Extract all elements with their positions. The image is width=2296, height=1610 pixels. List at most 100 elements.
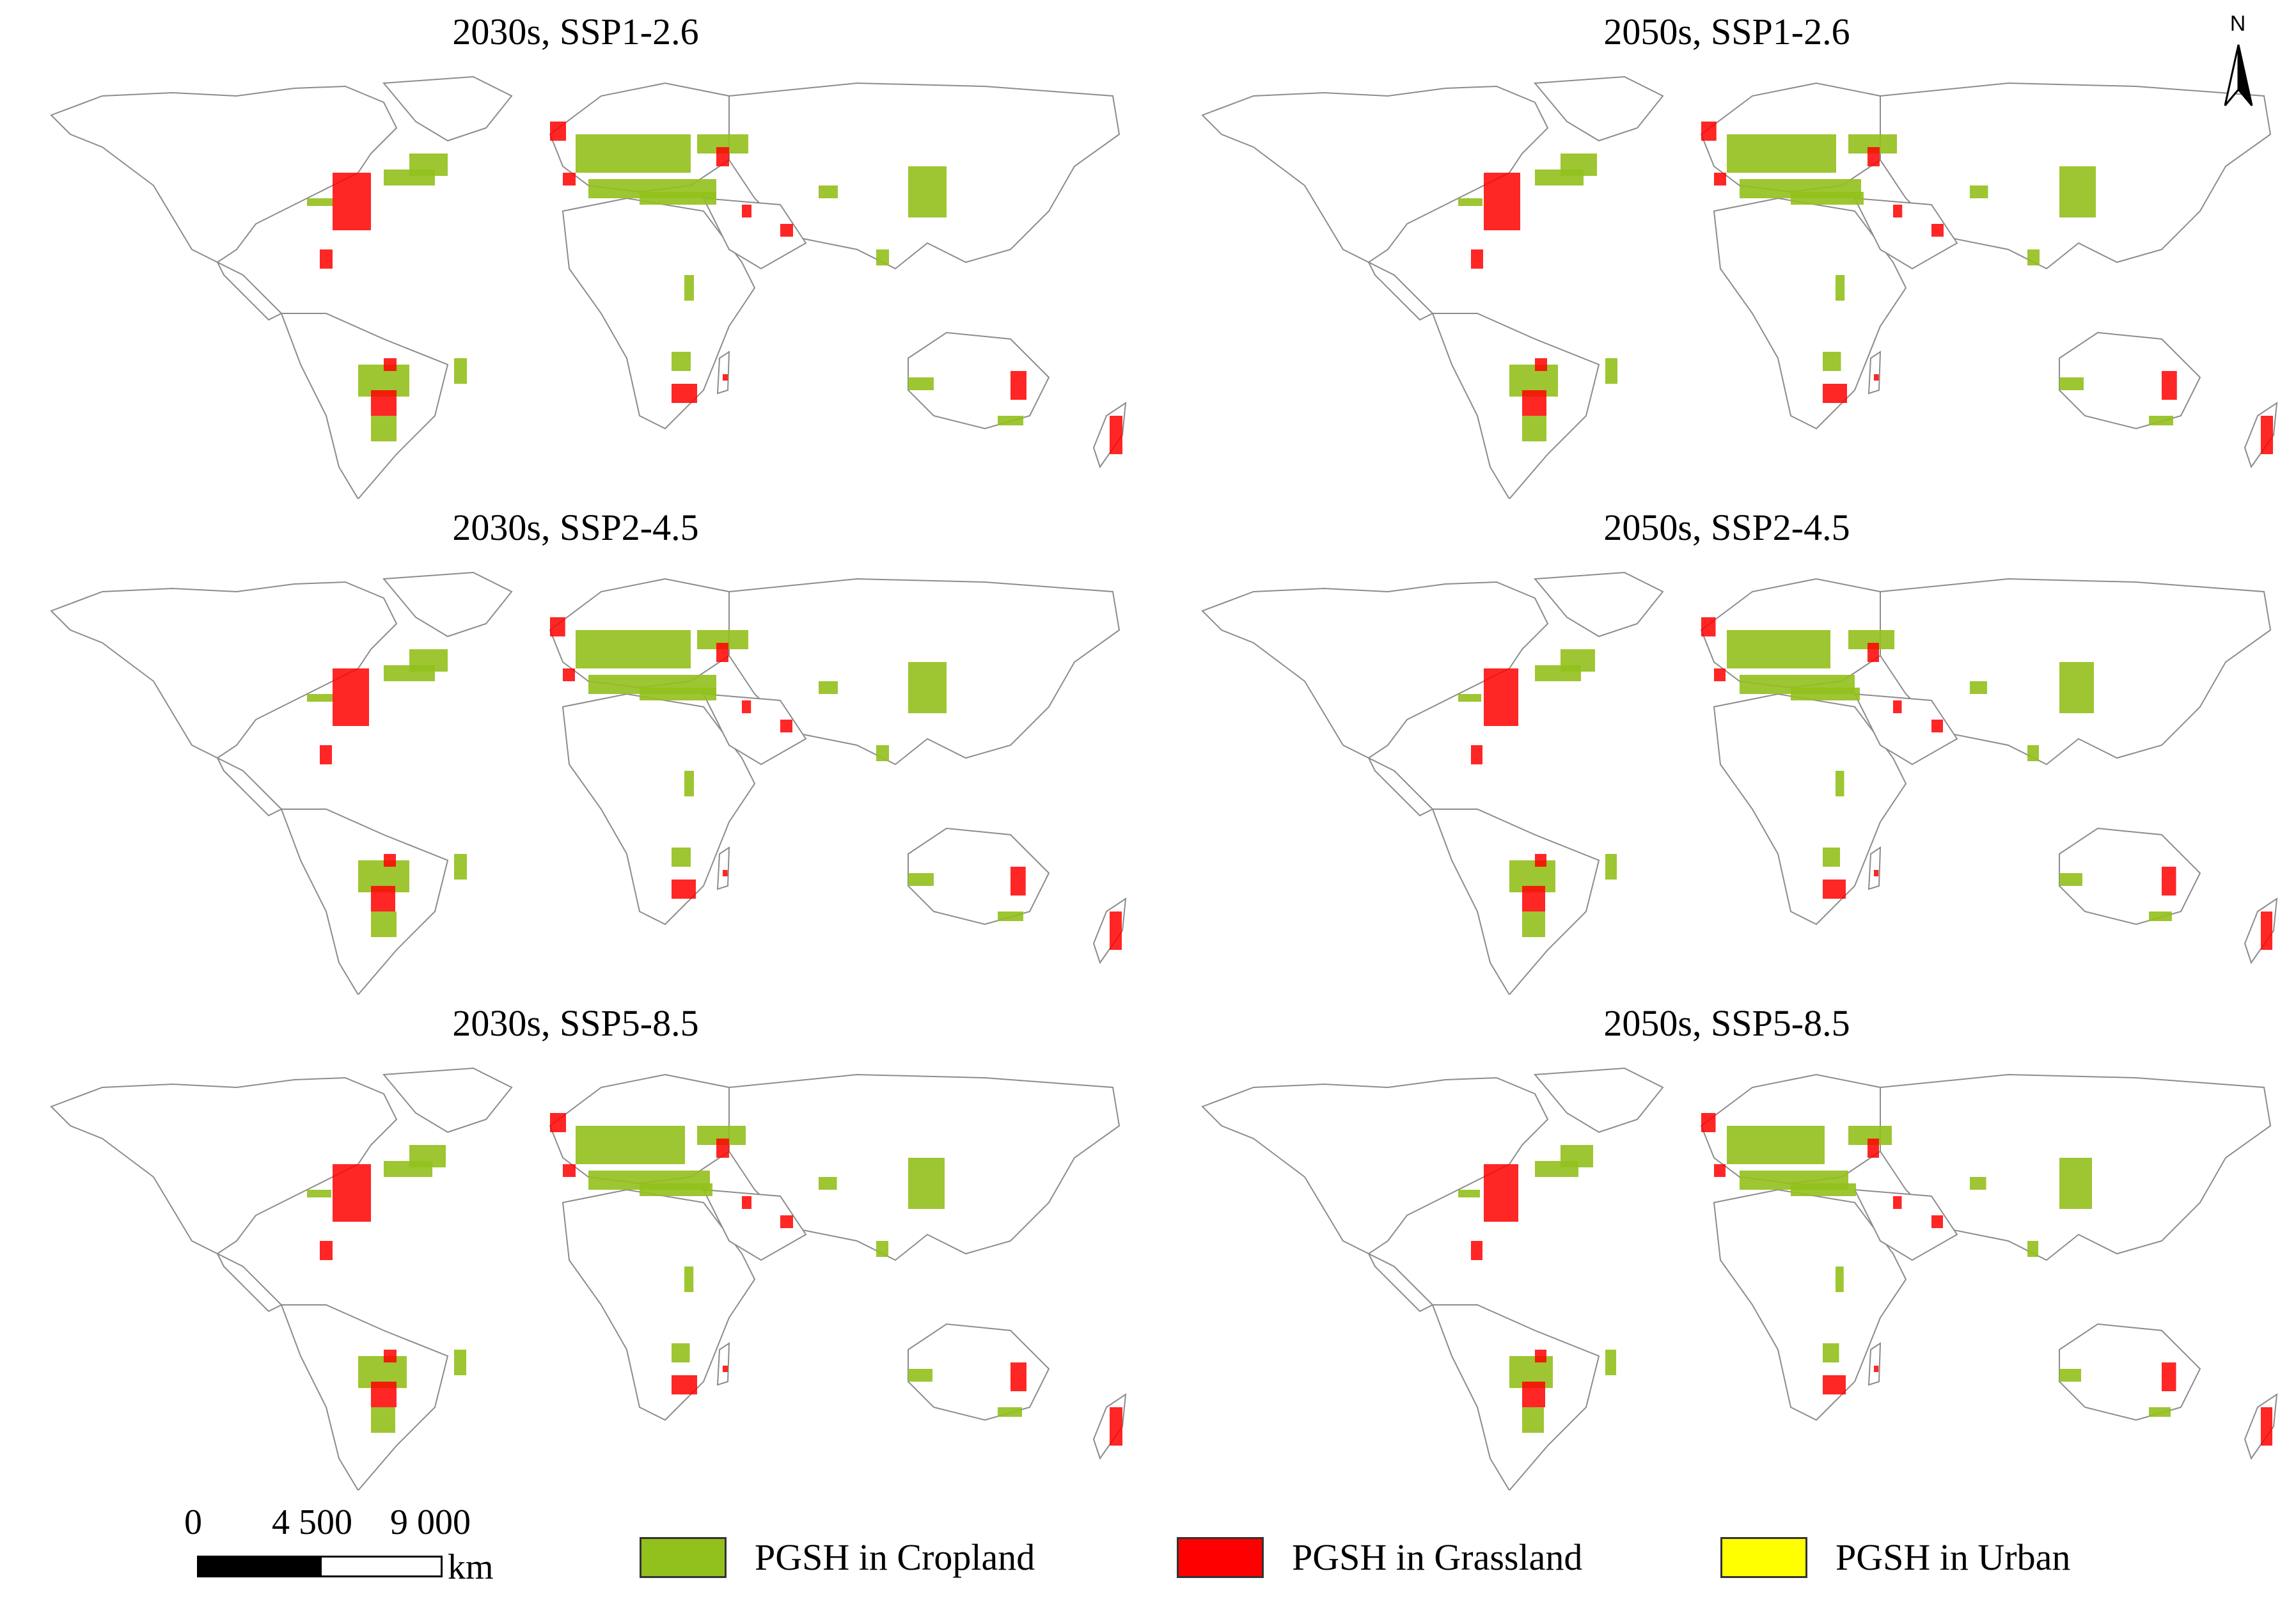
grassland-patch [1701,122,1717,141]
cropland-patch [998,912,1023,921]
map-panel-1: 2050s, SSP1-2.6 [1164,6,2290,512]
cropland-patch [307,198,333,206]
land-australia [2059,827,2201,926]
land-madagascar [716,1342,730,1386]
grassland-patch [1522,1382,1545,1407]
cropland-patch [307,1190,331,1197]
grassland-patch [1823,880,1846,899]
panel-title-0: 2030s, SSP1-2.6 [452,11,699,52]
land-middle-east [702,693,807,766]
grassland-patch [1701,1113,1716,1132]
cropland-patch [1836,275,1845,301]
land-south-america [1431,313,1600,499]
cropland-patch [454,854,467,880]
land-greenland [1533,75,1664,142]
grassland-patch [780,720,792,732]
land-north-america [1201,85,1549,264]
cropland-patch [819,1177,837,1190]
grassland-patch [1893,700,1902,713]
world-map-3 [1201,571,2278,995]
land-central-america [1367,1252,1434,1313]
grassland-patch [2162,1362,2176,1391]
cropland-patch [307,694,333,702]
land-australia [908,1323,1050,1421]
north-label: N [2229,12,2246,36]
grassland-patch [742,1196,751,1209]
grassland-patch [2261,1407,2272,1446]
grassland-patch [672,880,696,899]
land-africa [1713,693,1907,926]
scale-bar: 0 4 500 9 000 km [184,1503,524,1593]
cropland-patch [1522,1407,1544,1433]
cropland-patch [672,1343,690,1362]
cropland-patch [2027,249,2040,265]
cropland-patch [2027,1241,2038,1257]
land-north-america [50,581,398,759]
cropland-patch [371,912,397,937]
grassland-patch [2261,912,2272,950]
scale-tick-2: 9 000 [390,1503,471,1542]
land-north-america [1201,581,1549,759]
cropland-patch [640,192,716,205]
land-north-america [50,1077,398,1255]
land-south-america [280,313,449,499]
cropland-patch [576,134,691,173]
map-panel-0: 2030s, SSP1-2.6 [13,6,1138,512]
grassland-patch [2162,867,2176,896]
grassland-patch [1110,416,1122,454]
cropland-patch [2027,745,2039,761]
grassland-patch [1893,1196,1902,1209]
cropland-patch [2149,912,2172,921]
cropland-patch [1605,1350,1616,1375]
map-panel-3: 2050s, SSP2-4.5 [1164,502,2290,1007]
cropland-patch [2059,377,2084,390]
cropland-patch [1605,854,1617,880]
cropland-patch [454,358,467,384]
grassland-patch [1535,358,1547,371]
grassland-patch [1471,745,1482,764]
grassland-patch [384,854,396,867]
cropland-patch [2149,1407,2171,1417]
cropland-patch [1836,771,1844,796]
land-australia [908,827,1050,926]
grassland-patch [1471,249,1483,269]
land-central-america [1367,756,1434,817]
grassland-patch [1893,205,1903,217]
grassland-patch [320,249,333,269]
cropland-patch [908,662,947,713]
cropland-patch [2059,662,2094,713]
cropland-patch [1458,694,1481,702]
scale-tick-1: 4 500 [272,1503,352,1542]
cropland-patch [2059,166,2096,217]
panel-title-1: 2050s, SSP1-2.6 [1603,11,1850,52]
grassland-patch [1874,870,1879,876]
land-australia [2059,331,2201,430]
grassland-patch [1010,1362,1026,1391]
map-panel-4: 2030s, SSP5-8.5 [13,998,1138,1503]
grassland-patch [723,374,728,381]
scale-unit: km [448,1547,494,1587]
land-central-america [216,1252,283,1313]
grassland-patch [320,1241,333,1260]
cropland-patch [2059,873,2082,886]
grassland-patch [742,700,751,713]
grassland-patch [1931,1215,1943,1228]
grassland-patch [2261,416,2273,454]
grassland-patch [333,668,369,726]
cropland-patch [684,275,694,301]
grassland-patch [1010,867,1026,896]
legend-label-grassland: PGSH in Grassland [1292,1536,1583,1578]
land-madagascar [1867,1342,1882,1386]
grassland-patch [672,1375,697,1394]
grassland-patch [723,1366,728,1372]
cropland-patch [1970,681,1987,694]
grassland-patch [1110,912,1122,950]
grassland-patch [384,1350,397,1362]
land-south-america [1431,1304,1600,1490]
cropland-patch [908,1158,945,1209]
legend-label-cropland: PGSH in Cropland [755,1536,1035,1578]
scale-tick-0: 0 [184,1503,202,1542]
cropland-patch [1561,649,1595,672]
grassland-patch [320,745,332,764]
land-middle-east [702,197,807,270]
